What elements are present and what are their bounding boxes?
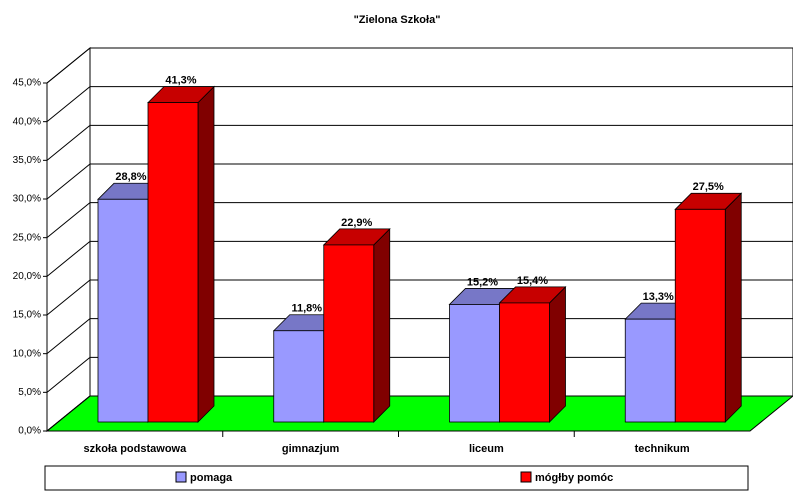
data-label: 41,3% [165, 75, 196, 87]
bar-side [724, 192, 742, 423]
x-tick-label: technikum [635, 443, 690, 455]
grid-line [46, 47, 793, 84]
grid-line [46, 124, 793, 161]
y-tick-label: 45,0% [13, 78, 41, 89]
y-tick-label: 35,0% [13, 155, 41, 166]
legend-label: mógłby pomóc [535, 472, 613, 484]
data-label: 28,8% [115, 171, 146, 183]
grid-line [46, 279, 793, 316]
grid-line [46, 163, 793, 200]
x-tick-label: liceum [469, 443, 504, 455]
y-tick-label: 25,0% [13, 232, 41, 243]
bar [323, 244, 375, 423]
grid-line [46, 240, 793, 277]
data-label: 15,4% [517, 275, 548, 287]
y-tick-label: 0,0% [18, 426, 41, 437]
bar [499, 302, 550, 423]
y-tick-label: 15,0% [13, 310, 41, 321]
bar-side [549, 285, 566, 423]
bar [674, 208, 726, 423]
legend-label: pomaga [190, 472, 233, 484]
bar [147, 102, 199, 423]
data-label: 11,8% [291, 303, 322, 315]
y-tick-label: 10,0% [13, 348, 41, 359]
grid-line [46, 202, 793, 239]
chart-title: "Zielona Szkoła" [354, 14, 441, 26]
data-label: 15,2% [467, 276, 498, 288]
legend-swatch [175, 471, 187, 483]
data-label: 27,5% [693, 181, 724, 193]
data-label: 22,9% [341, 217, 372, 229]
y-tick-label: 40,0% [13, 116, 41, 127]
bar [273, 330, 325, 423]
bar [97, 198, 149, 423]
legend-box [44, 465, 749, 491]
y-tick-label: 5,0% [18, 387, 41, 398]
data-label: 13,3% [643, 291, 674, 303]
y-tick-label: 20,0% [13, 271, 41, 282]
x-tick-label: szkoła podstawowa [84, 443, 188, 455]
side-wall [46, 46, 91, 433]
y-tick-label: 30,0% [13, 194, 41, 205]
legend-swatch [520, 471, 532, 483]
x-tick-label: gimnazjum [282, 443, 340, 455]
bar-side [197, 85, 215, 423]
grid-line [46, 86, 793, 123]
bar [449, 304, 500, 423]
bar-side [373, 227, 391, 423]
bar [624, 318, 676, 423]
